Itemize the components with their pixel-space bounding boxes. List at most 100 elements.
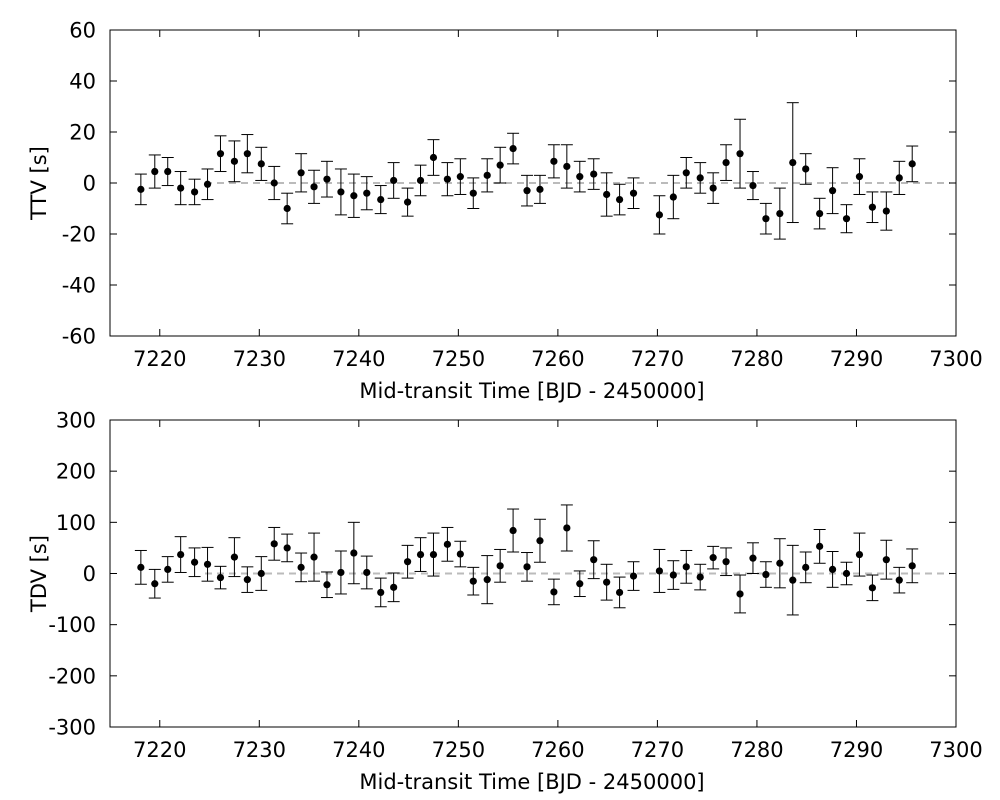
tdv-data-point (308, 532, 321, 582)
ttv-marker (443, 175, 452, 183)
ttv-marker (283, 204, 291, 213)
tdv-data-point (694, 563, 707, 591)
ttv-marker (603, 190, 611, 199)
tdv-data-point (427, 532, 440, 577)
tdv-data-point (880, 539, 893, 580)
tdv-data-point (600, 563, 613, 601)
ttv-marker (377, 195, 385, 204)
ttv-marker (469, 189, 477, 197)
ttv-data-point (533, 174, 546, 204)
ttv-marker (590, 170, 598, 178)
ttv-marker (137, 185, 145, 193)
tdv-marker (243, 576, 251, 584)
ttv-data-point (547, 144, 560, 179)
ttv-x-tick-label: 7240 (332, 347, 385, 371)
tdv-data-point (653, 548, 666, 593)
ttv-marker (669, 193, 677, 201)
ttv-x-tick-label: 7230 (233, 347, 286, 371)
ttv-data-point (241, 134, 254, 174)
tdv-y-tick-label: -200 (48, 664, 96, 688)
tdv-marker (736, 590, 744, 598)
ttv-marker (270, 179, 278, 187)
ttv-data-point (826, 167, 839, 215)
tdv-marker (749, 554, 757, 562)
tdv-x-tick-label: 7240 (332, 738, 385, 762)
tdv-marker (483, 576, 491, 584)
ttv-marker (483, 171, 491, 179)
tdv-marker (802, 563, 810, 571)
ttv-data-point (587, 158, 600, 190)
ttv-data-point (201, 168, 214, 201)
ttv-data-point (799, 153, 812, 185)
ttv-marker (776, 210, 784, 218)
ttv-data-point (521, 174, 534, 207)
tdv-marker (151, 580, 159, 588)
ttv-marker (429, 153, 438, 162)
tdv-marker (629, 572, 638, 580)
ttv-marker (496, 161, 504, 169)
ttv-marker (216, 150, 225, 158)
tdv-data-point (414, 537, 427, 572)
ttv-data-point (308, 169, 321, 204)
tdv-marker (164, 565, 172, 574)
tdv-x-tick-label: 7290 (830, 738, 883, 762)
ttv-data-point (627, 177, 640, 209)
ttv-data-point (600, 172, 613, 217)
tdv-marker (323, 581, 331, 589)
ttv-data-point (773, 187, 786, 240)
ttv-marker (709, 184, 717, 192)
tdv-marker (709, 554, 717, 562)
ttv-y-tick-label: 60 (69, 19, 96, 43)
tdv-x-tick-label: 7220 (133, 738, 186, 762)
ttv-x-tick-label: 7280 (730, 347, 783, 371)
tdv-data-point (667, 560, 680, 590)
ttv-data-point (320, 160, 333, 198)
tdv-marker (789, 576, 797, 584)
tdv-data-point (188, 547, 201, 578)
ttv-data-point (734, 118, 747, 189)
ttv-data-point (853, 158, 866, 195)
tdv-marker (390, 583, 398, 591)
ttv-y-tick-label: 40 (69, 70, 96, 94)
tdv-data-point (799, 551, 812, 584)
ttv-data-point (174, 171, 187, 206)
tdv-marker (203, 560, 212, 568)
tdv-data-point (268, 526, 281, 561)
ttv-data-point (667, 174, 680, 220)
ttv-y-tick-label: 0 (83, 172, 96, 196)
ttv-data-point (813, 197, 826, 230)
tdv-data-point (734, 574, 747, 614)
ttv-y-tick-label: -40 (62, 274, 96, 298)
tdv-data-point (627, 561, 640, 591)
ttv-marker (536, 185, 544, 193)
ttv-data-point (228, 140, 241, 183)
ttv-data-point (347, 173, 360, 218)
ttv-data-point (134, 173, 147, 206)
tdv-y-tick-label: 300 (56, 409, 96, 433)
tdv-marker (363, 568, 371, 577)
ttv-marker (416, 176, 425, 185)
ttv-y-tick-label: -60 (62, 325, 96, 349)
ttv-data-point (746, 171, 759, 201)
ttv-marker (390, 176, 398, 185)
ttv-data-point (281, 192, 294, 225)
tdv-panel: 7220 7230 7240 7250 7260 7270 7280 7290 7300 -300… (27, 409, 983, 795)
ttv-marker (908, 160, 916, 168)
ttv-data-point (613, 183, 626, 216)
tdv-marker (283, 544, 291, 552)
ttv-marker (191, 188, 199, 196)
tdv-y-tick-label: -100 (48, 613, 96, 637)
ttv-data-point (573, 160, 586, 193)
tdv-marker (297, 563, 305, 571)
tdv-marker (230, 553, 239, 561)
tdv-data-point (680, 549, 693, 584)
ttv-data-point (387, 162, 400, 199)
ttv-marker (842, 215, 851, 223)
ttv-marker (882, 207, 890, 215)
tdv-data-point (387, 572, 400, 603)
ttv-data-point (441, 162, 454, 197)
tdv-data-point (547, 578, 560, 606)
ttv-marker (243, 150, 251, 158)
